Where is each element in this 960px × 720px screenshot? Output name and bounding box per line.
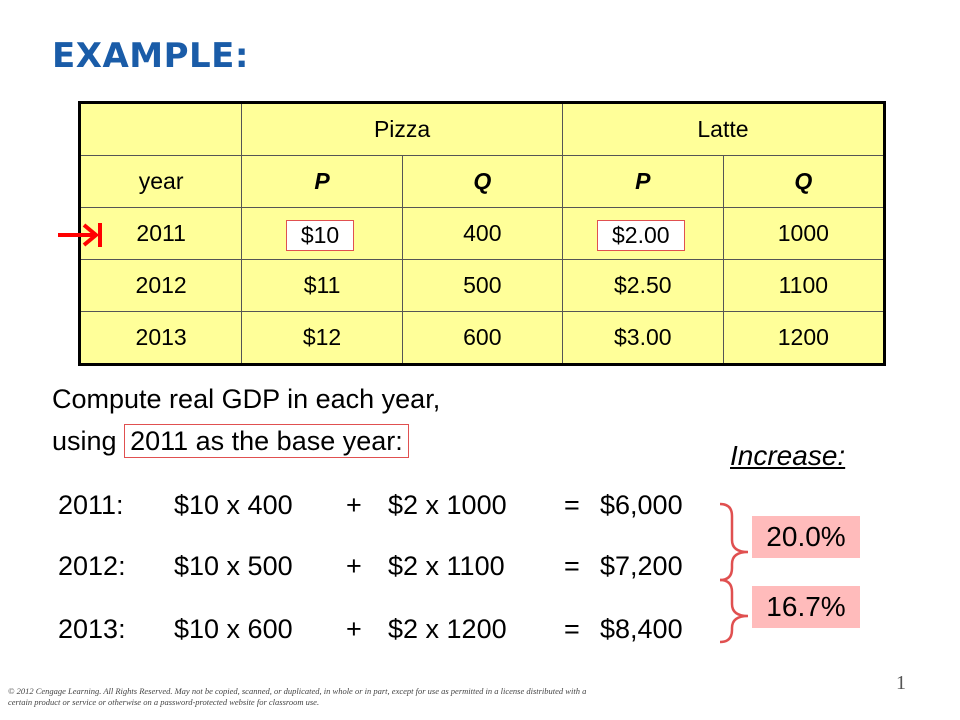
instruction-text: Compute real GDP in each year, using 201… [52,378,440,462]
copyright-notice: © 2012 Cengage Learning. All Rights Rese… [8,686,587,707]
calc-plus: + [346,551,362,581]
cell-year: 2012 [78,259,243,312]
calc-term-latte: $2 x 1100 [388,551,505,581]
calc-result: $7,200 [600,551,683,581]
calc-term-pizza: $10 x 500 [174,551,293,581]
page-number: 1 [896,672,906,694]
cell-year: 2013 [78,311,243,365]
right-arrow-icon [58,223,102,247]
calc-equals: = [564,551,580,581]
calc-result: $6,000 [600,490,683,520]
calc-term-latte: $2 x 1200 [388,614,507,644]
base-price-highlight: $10 [285,220,355,251]
instruction-line-2: using 2011 as the base year: [52,420,440,462]
table-row: 2012 $11 500 $2.50 1100 [78,259,886,312]
bracket-icon [719,502,749,644]
group-header-latte: Latte [561,102,886,156]
cell-pizza-quantity: 500 [401,259,563,312]
base-year-highlight: 2011 as the base year: [124,424,409,458]
cell-latte-quantity: 1100 [722,259,886,312]
table-group-row: Pizza Latte [78,102,886,156]
cell-pizza-price: $11 [241,259,403,312]
cell-pizza-price: $10 [241,207,403,260]
price-quantity-table: Pizza Latte year P Q P Q 2011 $10 400 $2… [78,101,886,366]
calc-plus: + [346,490,362,520]
subheader-latte-price: P [561,155,724,208]
instruction-prefix: using [52,426,117,456]
base-price-highlight: $2.00 [596,220,685,251]
table-corner-cell [78,102,243,156]
subheader-pizza-price: P [241,155,403,208]
increase-label: Increase: [730,440,846,471]
table-subheader-row: year P Q P Q [78,155,886,208]
table-row: 2013 $12 600 $3.00 1200 [78,311,886,365]
calc-year: 2012: [58,551,126,581]
calc-term-latte: $2 x 1000 [388,490,507,520]
calc-plus: + [346,614,362,644]
cell-latte-price: $2.00 [561,207,724,260]
cell-pizza-price: $12 [241,311,403,365]
subheader-pizza-quantity: Q [401,155,563,208]
group-header-pizza: Pizza [241,102,563,156]
subheader-year: year [78,155,243,208]
slide-title: EXAMPLE: [52,36,249,76]
calc-term-pizza: $10 x 600 [174,614,293,644]
calc-equals: = [564,490,580,520]
cell-pizza-quantity: 600 [401,311,563,365]
cell-pizza-quantity: 400 [401,207,563,260]
cell-latte-quantity: 1200 [722,311,886,365]
calc-result: $8,400 [600,614,683,644]
calc-year: 2011: [58,490,124,520]
calc-term-pizza: $10 x 400 [174,490,293,520]
cell-latte-price: $3.00 [561,311,724,365]
increase-2013-badge: 16.7% [752,586,860,628]
cell-year: 2011 [78,207,243,260]
table-row: 2011 $10 400 $2.00 1000 [78,207,886,260]
cell-latte-price: $2.50 [561,259,724,312]
subheader-latte-quantity: Q [722,155,886,208]
calc-year: 2013: [58,614,126,644]
increase-2012-badge: 20.0% [752,516,860,558]
calc-equals: = [564,614,580,644]
instruction-line-1: Compute real GDP in each year, [52,384,441,414]
cell-latte-quantity: 1000 [722,207,886,260]
